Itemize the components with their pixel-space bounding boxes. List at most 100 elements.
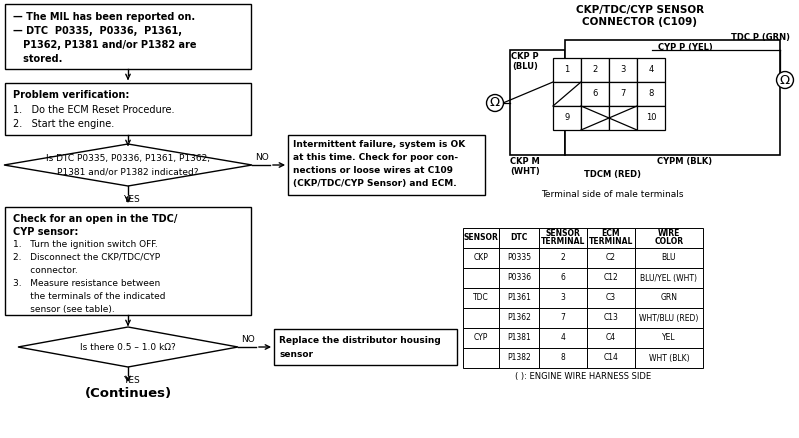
Bar (637, 82, 665, 106)
Bar (587, 348, 635, 368)
Text: 2.   Start the engine.: 2. Start the engine. (13, 119, 114, 129)
Bar (581, 58, 609, 82)
Text: NO: NO (255, 153, 269, 162)
Text: CKP/TDC/CYP SENSOR: CKP/TDC/CYP SENSOR (576, 5, 704, 15)
Text: Is DTC P0335, P0336, P1361, P1362,: Is DTC P0335, P0336, P1361, P1362, (46, 153, 210, 162)
Bar (499, 248, 539, 268)
Text: DTC: DTC (511, 233, 527, 243)
Text: BLU: BLU (662, 254, 676, 262)
Text: P1362, P1381 and/or P1382 are: P1362, P1381 and/or P1382 are (13, 40, 197, 50)
Text: 8: 8 (561, 353, 566, 363)
Bar (539, 288, 587, 308)
Bar (581, 82, 609, 106)
Text: nections or loose wires at C109: nections or loose wires at C109 (293, 166, 453, 175)
Text: CYP: CYP (474, 333, 488, 343)
Text: sensor: sensor (279, 350, 313, 359)
Polygon shape (18, 327, 238, 367)
Text: — DTC  P0335,  P0336,  P1361,: — DTC P0335, P0336, P1361, (13, 26, 182, 36)
Text: P1381: P1381 (507, 333, 531, 343)
Bar (587, 248, 635, 268)
Bar (288, 135, 485, 195)
Text: 3: 3 (561, 293, 566, 303)
Bar (587, 308, 635, 328)
Bar (587, 328, 635, 348)
Bar (553, 82, 581, 106)
Text: 2: 2 (592, 66, 598, 74)
Text: CYP sensor:: CYP sensor: (13, 227, 78, 237)
Text: P1382: P1382 (507, 353, 531, 363)
Text: Terminal side of male terminals: Terminal side of male terminals (541, 190, 683, 199)
Text: sensor (see table).: sensor (see table). (13, 305, 115, 314)
Text: 6: 6 (592, 89, 598, 99)
Text: WIRE: WIRE (658, 230, 680, 239)
Bar (539, 308, 587, 328)
Text: CYPM (BLK): CYPM (BLK) (658, 157, 713, 166)
Text: Ω: Ω (780, 74, 790, 86)
Text: Intermittent failure, system is OK: Intermittent failure, system is OK (293, 140, 465, 149)
Bar (463, 288, 499, 308)
Bar (565, 40, 780, 155)
Bar (539, 248, 587, 268)
Bar (499, 228, 539, 248)
Bar (463, 308, 499, 328)
Text: the terminals of the indicated: the terminals of the indicated (13, 292, 165, 301)
Text: P0336: P0336 (507, 273, 531, 283)
Bar (635, 308, 703, 328)
Text: TDC P (GRN): TDC P (GRN) (731, 33, 790, 42)
Bar (539, 268, 587, 288)
Text: 1.   Turn the ignition switch OFF.: 1. Turn the ignition switch OFF. (13, 240, 157, 249)
Text: 8: 8 (648, 89, 654, 99)
Text: YES: YES (122, 195, 139, 204)
Bar (587, 288, 635, 308)
Text: TERMINAL: TERMINAL (589, 237, 633, 247)
Bar (463, 228, 499, 248)
Text: SENSOR: SENSOR (463, 233, 499, 243)
Bar (609, 82, 637, 106)
Text: Check for an open in the TDC/: Check for an open in the TDC/ (13, 214, 177, 224)
Text: Ω: Ω (490, 96, 500, 110)
Bar (5, 83, 251, 135)
Bar (635, 328, 703, 348)
Text: TDC: TDC (473, 293, 489, 303)
Bar (510, 50, 565, 155)
Bar (587, 268, 635, 288)
Bar (539, 328, 587, 348)
Text: (Continues): (Continues) (85, 387, 172, 400)
Bar (499, 308, 539, 328)
Bar (499, 348, 539, 368)
Text: ECM: ECM (602, 230, 620, 239)
Text: P1362: P1362 (507, 314, 531, 322)
Bar (5, 207, 251, 315)
Bar (637, 106, 665, 130)
Text: CKP P
(BLU): CKP P (BLU) (511, 52, 539, 71)
Text: P0335: P0335 (507, 254, 531, 262)
Text: TDCM (RED): TDCM (RED) (583, 170, 641, 179)
Text: 7: 7 (620, 89, 626, 99)
Bar (499, 268, 539, 288)
Text: 6: 6 (561, 273, 566, 283)
Text: GRN: GRN (661, 293, 678, 303)
Text: 2: 2 (561, 254, 566, 262)
Text: connector.: connector. (13, 266, 78, 275)
Bar (635, 288, 703, 308)
Text: WHT/BLU (RED): WHT/BLU (RED) (639, 314, 698, 322)
Bar (635, 348, 703, 368)
Text: P1361: P1361 (507, 293, 531, 303)
Text: C12: C12 (603, 273, 618, 283)
Text: TERMINAL: TERMINAL (541, 237, 585, 247)
Text: C4: C4 (606, 333, 616, 343)
Text: Problem verification:: Problem verification: (13, 90, 129, 100)
Bar (637, 58, 665, 82)
Text: P1381 and/or P1382 indicated?: P1381 and/or P1382 indicated? (58, 167, 199, 177)
Bar (274, 329, 457, 365)
Bar (463, 268, 499, 288)
Text: Replace the distributor housing: Replace the distributor housing (279, 336, 441, 345)
Bar (499, 328, 539, 348)
Text: 4: 4 (561, 333, 566, 343)
Text: COLOR: COLOR (654, 237, 684, 247)
Bar (463, 328, 499, 348)
Text: 9: 9 (564, 113, 570, 123)
Text: 3: 3 (620, 66, 626, 74)
Bar (587, 228, 635, 248)
Text: 1.   Do the ECM Reset Procedure.: 1. Do the ECM Reset Procedure. (13, 105, 174, 115)
